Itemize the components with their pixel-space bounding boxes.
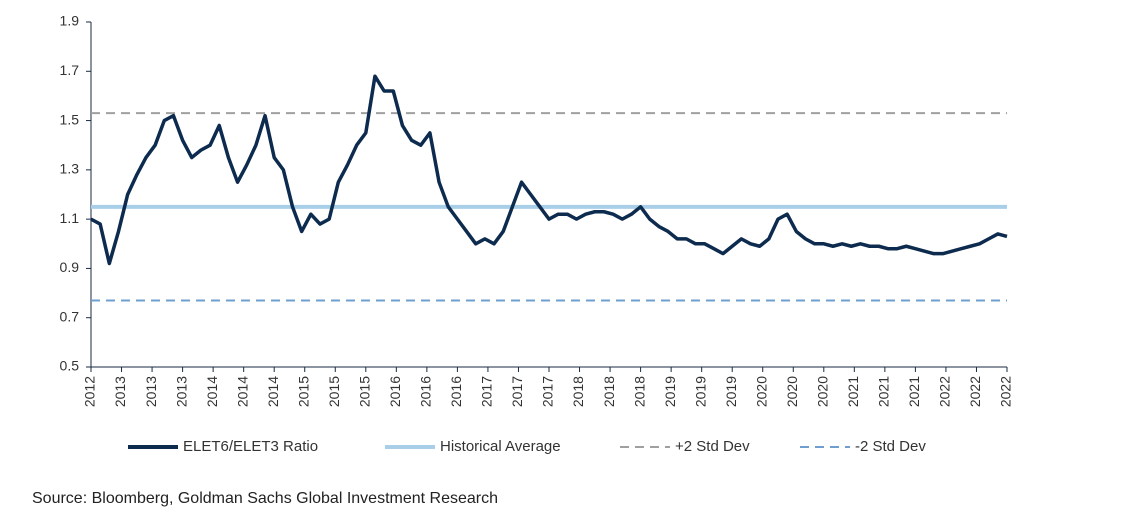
legend-label: -2 Std Dev bbox=[855, 438, 926, 455]
x-tick-label: 2014 bbox=[234, 376, 250, 407]
legend-label: +2 Std Dev bbox=[675, 438, 750, 455]
y-tick-label: 1.9 bbox=[60, 13, 80, 29]
y-tick-label: 1.5 bbox=[60, 111, 80, 127]
x-tick-label: 2020 bbox=[784, 376, 800, 407]
x-tick-label: 2021 bbox=[845, 376, 861, 407]
x-tick-label: 2013 bbox=[112, 376, 128, 407]
y-tick-label: 1.3 bbox=[60, 161, 80, 177]
x-tick-label: 2019 bbox=[662, 376, 678, 407]
x-tick-label: 2014 bbox=[265, 376, 281, 407]
x-tick-label: 2018 bbox=[570, 376, 586, 407]
x-tick-label: 2014 bbox=[204, 376, 220, 407]
x-tick-label: 2022 bbox=[998, 376, 1014, 407]
legend-label: Historical Average bbox=[440, 438, 561, 455]
x-tick-label: 2017 bbox=[509, 376, 525, 407]
data-line bbox=[90, 74, 1008, 266]
x-tick-label: 2013 bbox=[143, 376, 159, 407]
y-tick-label: 0.5 bbox=[60, 358, 80, 374]
x-tick-label: 2015 bbox=[357, 376, 373, 407]
x-tick-label: 2022 bbox=[967, 376, 983, 407]
x-tick-label: 2015 bbox=[295, 376, 311, 407]
y-tick-label: 1.1 bbox=[60, 210, 80, 226]
source-note: Source: Bloomberg, Goldman Sachs Global … bbox=[32, 490, 498, 507]
x-tick-label: 2018 bbox=[601, 376, 617, 407]
x-tick-label: 2015 bbox=[326, 376, 342, 407]
x-tick-label: 2022 bbox=[937, 376, 953, 407]
x-tick-label: 2017 bbox=[540, 376, 556, 407]
y-tick-label: 0.7 bbox=[60, 308, 80, 324]
x-tick-label: 2019 bbox=[723, 376, 739, 407]
x-tick-label: 2021 bbox=[906, 376, 922, 407]
x-tick-label: 2020 bbox=[815, 376, 831, 407]
legend-label: ELET6/ELET3 Ratio bbox=[183, 438, 318, 455]
y-tick-label: 0.9 bbox=[60, 259, 80, 275]
x-tick-label: 2012 bbox=[82, 376, 98, 407]
x-tick-label: 2017 bbox=[479, 376, 495, 407]
x-tick-label: 2018 bbox=[631, 376, 647, 407]
x-tick-label: 2019 bbox=[692, 376, 708, 407]
x-tick-label: 2020 bbox=[753, 376, 769, 407]
x-tick-label: 2021 bbox=[876, 376, 892, 407]
x-tick-label: 2013 bbox=[173, 376, 189, 407]
x-tick-label: 2016 bbox=[448, 376, 464, 407]
x-tick-label: 2016 bbox=[418, 376, 434, 407]
y-tick-label: 1.7 bbox=[60, 62, 80, 78]
x-tick-label: 2016 bbox=[387, 376, 403, 407]
